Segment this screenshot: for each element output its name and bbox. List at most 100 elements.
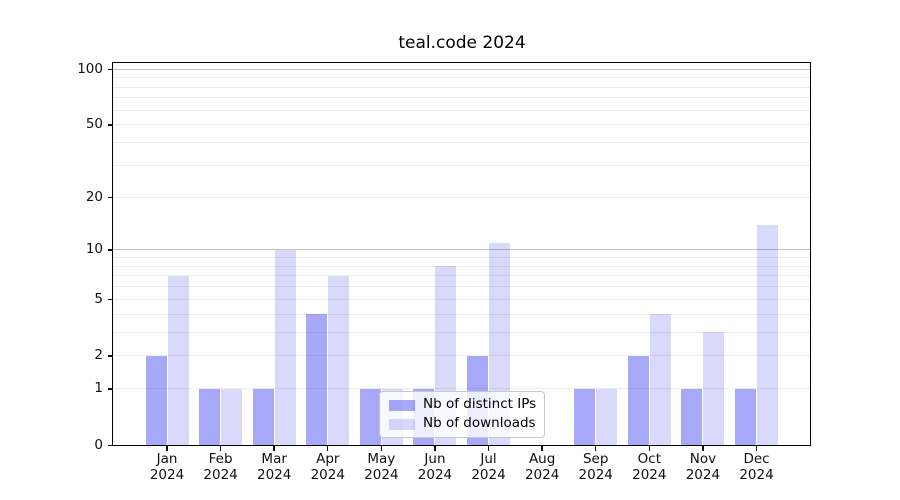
bar-downloads [596, 388, 618, 446]
y-tick-label: 100 [77, 60, 103, 77]
x-tick-mark [380, 445, 383, 451]
bar-distinct-ips [574, 388, 596, 446]
legend: Nb of distinct IPs Nb of downloads [379, 391, 545, 438]
x-label-month: Sep [582, 451, 609, 467]
legend-label: Nb of downloads [423, 415, 536, 431]
y-tick-label: 20 [85, 188, 103, 205]
x-label-month: Jan [156, 451, 178, 467]
x-label-month: Nov [689, 451, 717, 467]
x-tick-mark [434, 445, 436, 451]
bar-distinct-ips [145, 355, 167, 446]
x-tick-label: Jul 2024 [459, 451, 519, 483]
minor-gridline [113, 298, 811, 300]
minor-gridline [113, 97, 811, 99]
x-tick-label: Sep 2024 [566, 451, 626, 483]
minor-gridline [113, 275, 811, 277]
y-tick-label: 2 [94, 347, 103, 364]
x-label-month: Jun [424, 451, 446, 467]
x-tick-mark [648, 445, 650, 451]
x-tick-mark [166, 445, 168, 451]
x-label-year: 2024 [632, 466, 667, 483]
y-tick-label: 50 [85, 116, 103, 133]
x-label-year: 2024 [685, 466, 721, 483]
x-label-year: 2024 [149, 466, 185, 483]
bar-distinct-ips [306, 314, 328, 446]
x-label-year: 2024 [578, 466, 613, 483]
x-label-month: Oct [637, 451, 661, 467]
y-tick-label: 5 [94, 290, 103, 307]
x-tick-label: May 2024 [351, 451, 411, 483]
bar-downloads [221, 388, 243, 446]
x-tick-label: Feb 2024 [191, 451, 251, 483]
y-tick-mark [108, 249, 113, 251]
x-label-year: 2024 [310, 466, 345, 483]
x-tick-label: Aug 2024 [512, 451, 572, 483]
x-tick-mark [219, 445, 222, 451]
chart-title: teal.code 2024 [398, 33, 526, 53]
bar-distinct-ips [681, 388, 703, 446]
minor-gridline [113, 196, 811, 198]
x-label-year: 2024 [364, 466, 399, 483]
x-tick-mark [273, 445, 275, 451]
x-tick-mark [541, 445, 543, 451]
legend-label: Nb of distinct IPs [423, 396, 537, 412]
y-tick-mark [108, 196, 113, 198]
x-tick-label: Mar 2024 [244, 451, 304, 483]
minor-gridline [113, 388, 811, 390]
x-tick-mark [702, 445, 704, 451]
bar-distinct-ips [252, 388, 274, 446]
legend-swatch [389, 400, 415, 411]
bar-distinct-ips [627, 355, 649, 446]
minor-gridline [113, 286, 811, 288]
y-tick-label: 0 [94, 437, 103, 453]
x-label-month: Feb [208, 451, 233, 467]
x-label-month: Apr [316, 451, 340, 467]
minor-gridline [113, 257, 811, 259]
y-tick-mark [108, 388, 113, 390]
y-tick-label: 10 [85, 241, 103, 258]
x-label-month: May [367, 451, 396, 467]
x-label-year: 2024 [203, 466, 238, 483]
bar-downloads [167, 275, 189, 446]
y-tick-mark [108, 298, 113, 301]
x-label-year: 2024 [417, 466, 453, 483]
x-tick-mark [595, 445, 597, 451]
x-label-year: 2024 [524, 466, 560, 483]
x-label-month: Dec [743, 451, 770, 467]
minor-gridline [113, 313, 811, 315]
x-tick-mark [487, 445, 490, 451]
bar-downloads [649, 314, 671, 446]
y-tick-mark [108, 68, 113, 70]
x-tick-label: Nov 2024 [673, 451, 733, 483]
bar-downloads [274, 249, 296, 446]
minor-gridline [113, 165, 811, 167]
x-label-month: Mar [261, 451, 287, 467]
x-tick-label: Jan 2024 [137, 451, 197, 483]
x-tick-label: Apr 2024 [298, 451, 358, 483]
x-tick-mark [755, 445, 758, 451]
y-tick-mark [108, 124, 113, 126]
x-tick-label: Jun 2024 [405, 451, 465, 483]
x-label-year: 2024 [256, 466, 292, 483]
bar-downloads [757, 224, 778, 446]
minor-gridline [113, 265, 811, 267]
bar-downloads [328, 275, 350, 446]
bar-distinct-ips [359, 388, 381, 446]
major-gridline [113, 68, 811, 70]
y-tick-label: 1 [94, 380, 103, 397]
minor-gridline [113, 109, 811, 111]
x-label-year: 2024 [739, 466, 774, 483]
minor-gridline [113, 86, 811, 88]
minor-gridline [113, 142, 811, 144]
minor-gridline [113, 77, 811, 79]
major-gridline [113, 249, 811, 251]
y-tick-mark [108, 355, 113, 357]
minor-gridline [113, 124, 811, 126]
x-label-month: Jul [480, 451, 497, 467]
bar-distinct-ips [199, 388, 221, 446]
x-label-year: 2024 [471, 466, 506, 483]
x-label-month: Aug [528, 451, 556, 467]
y-tick-mark [108, 444, 113, 447]
minor-gridline [113, 331, 811, 333]
